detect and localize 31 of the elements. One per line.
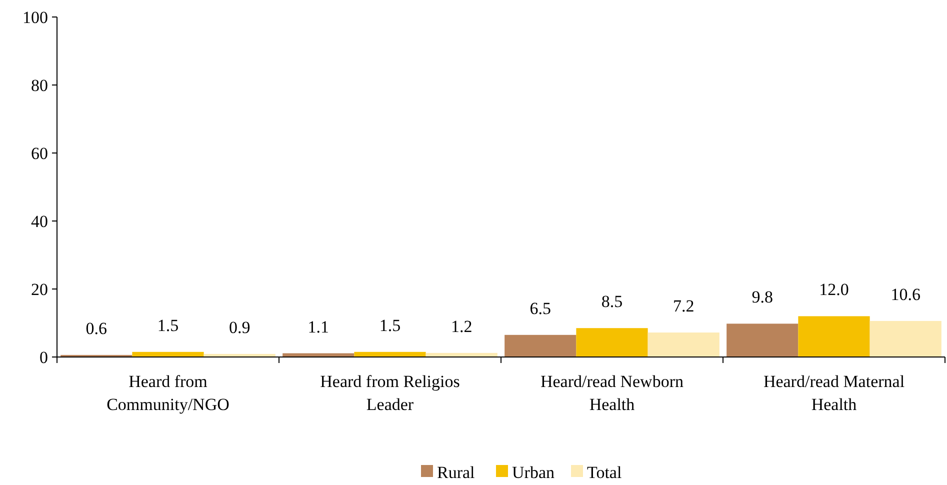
x-tick-label: Heard from Community/NGO [106, 372, 230, 414]
data-label: 8.5 [601, 292, 623, 312]
x-tick-label: Heard/read Maternal Health [763, 372, 905, 414]
data-label: 6.5 [530, 298, 552, 318]
bar [504, 334, 576, 357]
y-tick-label: 40 [31, 212, 48, 231]
legend-label: Urban [512, 462, 555, 482]
data-label: 9.8 [752, 288, 774, 307]
x-tick-label: Heard from Religios Leader [320, 372, 460, 414]
data-label: 7.2 [672, 296, 694, 316]
x-tick-label: Heard/read Newborn Health [540, 372, 684, 414]
data-label: 1.1 [308, 317, 330, 336]
y-tick-label: 80 [31, 76, 48, 95]
legend-label: Rural [437, 462, 476, 482]
data-label: 0.6 [86, 318, 108, 338]
bar [870, 320, 942, 357]
bar [798, 316, 870, 357]
data-label: 12.0 [819, 280, 849, 300]
data-label: 0.9 [228, 318, 250, 337]
data-label: 10.6 [890, 284, 920, 304]
data-label: 1.5 [379, 316, 401, 335]
bar [726, 324, 798, 357]
y-tick-label: 20 [31, 280, 48, 299]
bar [648, 332, 720, 357]
legend-label: Total [587, 462, 622, 482]
y-tick-label: 60 [31, 144, 48, 163]
bar [576, 328, 648, 357]
y-tick-label: 100 [22, 8, 48, 27]
data-label: 1.5 [157, 316, 179, 335]
y-tick-label: 0 [40, 348, 48, 367]
data-label: 1.2 [450, 316, 472, 336]
